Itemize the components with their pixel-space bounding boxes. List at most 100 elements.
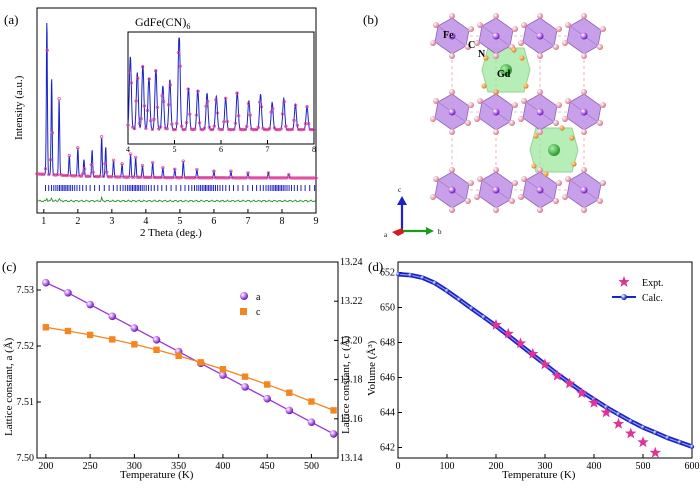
observed-point xyxy=(173,167,177,171)
observed-point xyxy=(236,176,240,180)
fe-atom xyxy=(536,186,544,194)
inset-point xyxy=(204,104,208,108)
inset-point xyxy=(271,106,275,111)
c-atom xyxy=(553,120,559,126)
c-atom xyxy=(562,116,568,122)
point-a xyxy=(263,394,271,403)
fe-atom xyxy=(536,32,544,40)
c-atom xyxy=(537,13,543,19)
c-atom xyxy=(474,40,480,46)
c-atom xyxy=(477,22,483,28)
observed-point xyxy=(258,176,262,180)
a-xtick-label: 7 xyxy=(245,216,250,227)
inset-point xyxy=(139,117,143,121)
c-atom xyxy=(600,26,606,32)
c-atom xyxy=(474,194,480,200)
c-atom xyxy=(512,26,518,32)
observed-point xyxy=(271,176,276,180)
observed-point xyxy=(123,175,128,179)
observed-point xyxy=(59,173,63,177)
a-xtick-label: 9 xyxy=(314,216,319,227)
observed-point xyxy=(130,175,134,179)
observed-point xyxy=(43,167,48,171)
expt-point xyxy=(576,387,588,399)
observed-point xyxy=(127,175,131,179)
inset-point xyxy=(147,77,151,81)
c-xtick-label: 500 xyxy=(304,461,319,472)
inset-point xyxy=(194,113,199,117)
point-c xyxy=(241,373,249,380)
d-xtick-label: 100 xyxy=(440,461,455,472)
inset-point xyxy=(132,126,137,131)
c-atom xyxy=(521,22,527,28)
observed-point xyxy=(190,176,194,180)
observed-point xyxy=(55,173,60,177)
observed-point xyxy=(293,176,298,180)
observed-point xyxy=(52,173,56,177)
d-ytick-label: 646 xyxy=(380,373,395,384)
c-atom xyxy=(465,120,471,126)
inset-point xyxy=(127,71,132,75)
c-ytick-label: 7.53 xyxy=(17,285,35,296)
inset-point xyxy=(253,127,257,132)
a-axis-arrow xyxy=(392,228,404,236)
inset-point xyxy=(290,127,295,132)
inset-point xyxy=(137,121,142,126)
inset-point xyxy=(191,127,195,132)
a-xtick-label: 2 xyxy=(75,216,80,227)
c-atom xyxy=(581,167,587,173)
expt-point xyxy=(502,327,514,339)
c-atom xyxy=(474,116,480,122)
observed-point xyxy=(210,176,214,180)
observed-point xyxy=(266,171,271,175)
calc-point xyxy=(616,412,621,417)
calc-point xyxy=(653,430,658,435)
inset-point xyxy=(267,127,272,131)
observed-point xyxy=(103,162,107,166)
calc-point xyxy=(457,297,462,302)
c-atom xyxy=(597,120,603,126)
panel-c-series xyxy=(42,278,338,438)
n-atom xyxy=(483,55,489,61)
expt-point xyxy=(490,319,502,330)
observed-point xyxy=(290,176,294,180)
d-xtick-label: 300 xyxy=(538,461,553,472)
c-xtick-label: 200 xyxy=(38,461,53,472)
expt-point xyxy=(625,427,637,439)
inset-point xyxy=(180,124,184,128)
point-a xyxy=(285,406,294,415)
observed-point xyxy=(207,176,211,180)
panel-d-xlabel: Temperature (K) xyxy=(502,469,576,481)
panel-a-observed-points xyxy=(35,48,318,180)
inset-point xyxy=(308,127,312,132)
observed-point xyxy=(132,175,136,179)
inset-point xyxy=(145,108,150,113)
observed-point xyxy=(149,175,153,180)
gd-atom xyxy=(548,144,560,156)
inset-point xyxy=(209,127,213,132)
observed-point xyxy=(287,172,291,177)
c-atom-label: C xyxy=(468,40,475,51)
expt-point xyxy=(588,396,600,408)
panel-d: (d) 0 100 200 300 400 500 600 642 644 646 648 650 65… xyxy=(366,259,700,481)
c-xtick-label: 300 xyxy=(127,461,142,472)
observed-point xyxy=(220,176,225,180)
point-c xyxy=(219,366,227,373)
observed-point xyxy=(84,174,88,178)
inset-point xyxy=(238,127,242,131)
d-xtick-label: 400 xyxy=(587,461,602,472)
observed-point xyxy=(60,173,65,178)
point-c xyxy=(197,359,204,366)
inset-point xyxy=(300,127,304,132)
n-atom xyxy=(543,171,549,177)
c-atom xyxy=(581,53,587,59)
inset-point xyxy=(219,127,223,132)
observed-point xyxy=(174,175,179,180)
c-ytick-right-label: 13.18 xyxy=(340,375,363,386)
a-xtick-label: 5 xyxy=(177,216,182,227)
calc-point xyxy=(665,435,670,441)
inset-point xyxy=(256,125,260,130)
inset-point xyxy=(173,127,177,132)
observed-point xyxy=(202,176,206,180)
fe-atom xyxy=(492,186,500,194)
